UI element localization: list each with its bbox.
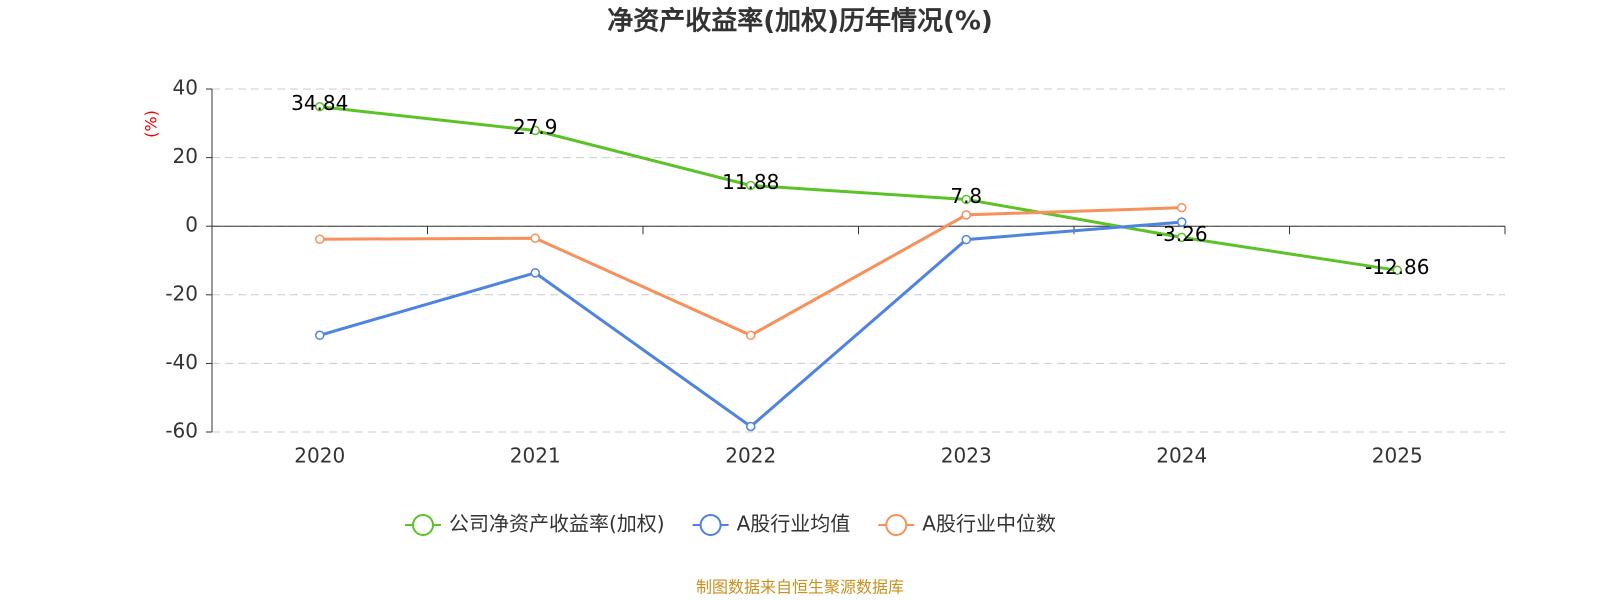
point (1392, 265, 1402, 276)
legend-icon (885, 514, 908, 536)
point (1177, 232, 1187, 243)
x-tick-label: 2021 (510, 444, 561, 468)
series-line (319, 105, 1398, 272)
x-tick-label: 2024 (1156, 444, 1207, 468)
x-tick-label: 2023 (941, 444, 992, 468)
point (746, 421, 756, 432)
chart-title: 净资产收益率(加权)历年情况(%) (607, 6, 993, 37)
point (1177, 202, 1187, 213)
point (746, 180, 756, 191)
x-tick-label: 2025 (1372, 444, 1423, 468)
point (315, 101, 325, 112)
y-tick-label: 20 (173, 144, 198, 168)
data-label: 34.84 (291, 91, 348, 115)
legend-label: A股行业均值 (737, 512, 851, 536)
data-label: -12.86 (1365, 255, 1429, 279)
x-tick-label: 2022 (725, 444, 776, 468)
point (530, 233, 540, 243)
data-label: 11.88 (722, 170, 779, 194)
point (530, 125, 540, 136)
point (746, 330, 756, 341)
point (961, 234, 971, 245)
point (961, 210, 971, 220)
series-line (319, 206, 1182, 337)
data-label: 7.8 (950, 184, 982, 208)
legend-icon (412, 514, 434, 536)
y-tick-label: -60 (165, 419, 198, 443)
point (530, 268, 540, 278)
point (315, 330, 325, 341)
data-label: 27.9 (513, 115, 558, 139)
y-tick-label: -20 (165, 281, 198, 305)
point (1177, 217, 1187, 227)
legend-label: 公司净资产收益率(加权) (449, 512, 665, 536)
point (315, 234, 325, 244)
legend-label: A股行业中位数 (922, 512, 1056, 536)
series-line (319, 220, 1182, 429)
y-tick-label: -40 (165, 350, 198, 374)
y-axis-label: (%) (142, 110, 161, 138)
y-tick-label: 40 (173, 76, 198, 100)
x-tick-label: 2020 (294, 444, 345, 468)
y-tick-label: 0 (185, 213, 198, 237)
legend-icon (699, 514, 722, 536)
point (961, 194, 971, 205)
source-note: 制图数据来自恒生聚源数据库 (696, 578, 904, 597)
